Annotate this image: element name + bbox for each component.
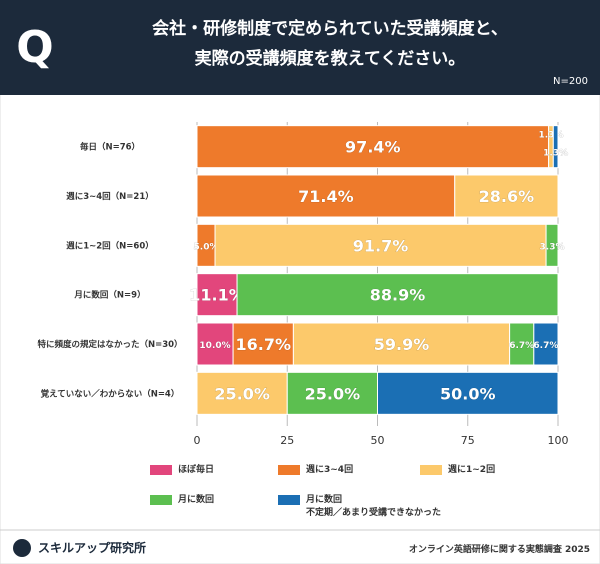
x-tick-label: 50 xyxy=(371,434,385,447)
y-tick-label: 週に1~2回（N=60） xyxy=(66,240,154,251)
value-label: 1.3% xyxy=(543,149,568,159)
logo-text: スキルアップ研究所 xyxy=(38,540,146,555)
logo-icon xyxy=(13,539,31,557)
value-label: 11.1% xyxy=(189,286,245,305)
legend-item: ほぼ毎日 xyxy=(150,464,214,477)
value-label: 91.7% xyxy=(353,236,409,255)
bar-segment xyxy=(232,322,294,366)
bar-segment xyxy=(236,273,559,317)
legend-label: 週に1~2回 xyxy=(448,465,496,475)
bar-segment xyxy=(214,223,547,267)
q-mark: Q xyxy=(16,22,53,73)
x-tick-label: 100 xyxy=(548,434,569,447)
legend-item: 月に数回 不定期／あまり受講できなかった xyxy=(278,494,441,520)
legend-label: 月に数回 xyxy=(178,495,215,505)
value-label: 6.7% xyxy=(533,341,558,351)
legend-swatch xyxy=(150,465,172,475)
value-label: 71.4% xyxy=(298,187,354,206)
value-label: 1.3% xyxy=(538,131,563,141)
y-tick-label: 覚えていない／わからない（N=4） xyxy=(40,388,180,399)
y-tick-label: 週に3~4回（N=21） xyxy=(66,191,154,202)
legend-item: 週に3~4回 xyxy=(278,464,353,477)
legend-label: ほぼ毎日 xyxy=(178,465,215,475)
bar-segment xyxy=(552,125,559,169)
legend-swatch xyxy=(278,495,300,505)
plot: 0 25 50 75 100 毎日（N=76） 97.4% 1.3% 1.3% 週に3~4回（N=… xyxy=(37,122,569,447)
x-tick-label: 75 xyxy=(461,434,475,447)
value-label: 97.4% xyxy=(345,138,401,157)
legend-label: 週に3~4回 xyxy=(306,465,354,475)
value-label: 25.0% xyxy=(305,384,361,403)
bar-segment xyxy=(286,371,378,415)
bar-segment xyxy=(196,174,456,218)
y-tick-label: 毎日（N=76） xyxy=(80,142,140,153)
legend-swatch xyxy=(278,465,300,475)
value-label: 25.0% xyxy=(214,384,270,403)
x-tick-label: 0 xyxy=(194,434,201,447)
value-label: 50.0% xyxy=(440,384,496,403)
bar-segment xyxy=(196,322,234,366)
value-label: 5.0% xyxy=(194,242,219,252)
bar-segment xyxy=(377,371,559,415)
bar-segment xyxy=(454,174,559,218)
bar-segment xyxy=(545,223,559,267)
value-label: 16.7% xyxy=(235,335,291,354)
x-tick-label: 25 xyxy=(280,434,294,447)
bar-segment xyxy=(533,322,559,366)
legend-item: 週に1~2回 xyxy=(420,464,495,477)
legend-label: 月に数回 不定期／あまり受講できなかった xyxy=(306,495,442,518)
sample-size: N=200 xyxy=(553,76,588,87)
source: オンライン英語研修に関する実態調査 2025 xyxy=(409,543,590,555)
legend-item: 月に数回 xyxy=(150,494,214,507)
value-label: 88.9% xyxy=(370,286,426,305)
value-label: 3.3% xyxy=(540,242,565,252)
chart-title: 会社・研修制度で定められていた受講頻度と、 実際の受講頻度を教えてください。 xyxy=(152,19,508,69)
value-label: 10.0% xyxy=(199,341,230,351)
bar-segment xyxy=(509,322,535,366)
y-tick-label: 月に数回（N=9） xyxy=(73,290,145,301)
legend-swatch xyxy=(420,465,442,475)
value-label: 28.6% xyxy=(479,187,535,206)
value-label: 59.9% xyxy=(374,335,430,354)
legend-swatch xyxy=(150,495,172,505)
bar-segment xyxy=(196,371,288,415)
y-tick-label: 特に頻度の規定はなかった（N=30） xyxy=(37,339,182,350)
bar-segment xyxy=(292,322,511,366)
header-band xyxy=(0,0,600,95)
value-label: 6.7% xyxy=(509,341,534,351)
